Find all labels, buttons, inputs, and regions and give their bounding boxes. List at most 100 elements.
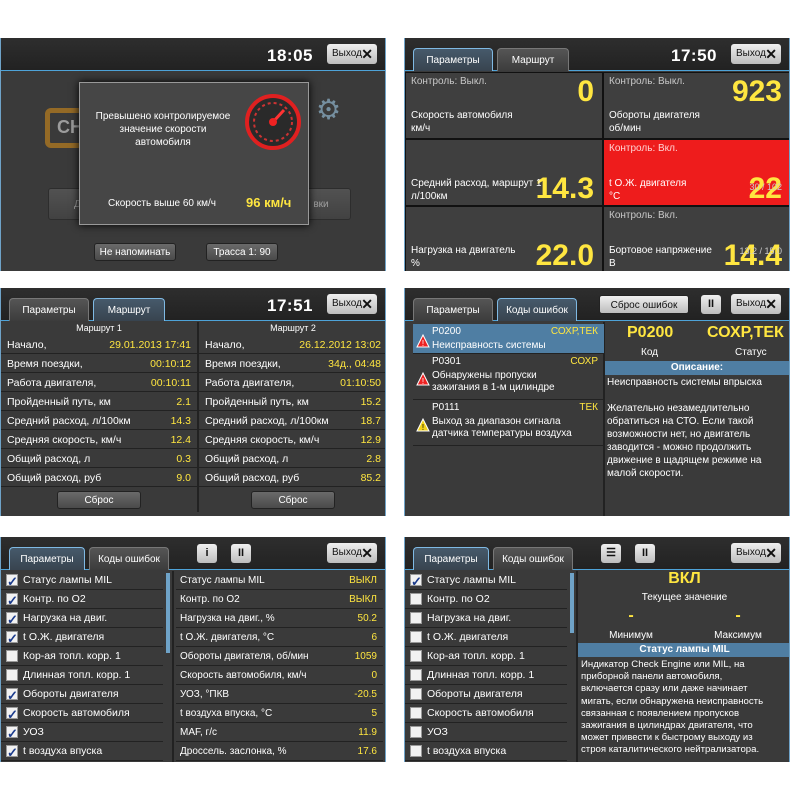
- checkbox[interactable]: ✓: [410, 574, 422, 589]
- current-label: Текущее значение: [641, 592, 728, 603]
- param-checkbox-row[interactable]: ✓ Статус лампы MIL: [405, 571, 567, 590]
- tab-parameters[interactable]: Параметры: [413, 298, 493, 321]
- checkbox[interactable]: ✓: [6, 593, 18, 608]
- param-checkbox-row[interactable]: Длинная топл. корр. 1: [405, 666, 567, 685]
- menu-button[interactable]: ☰: [601, 544, 621, 563]
- tab-parameters[interactable]: Параметры: [9, 298, 89, 321]
- track-button[interactable]: Трасса 1: 90: [206, 243, 278, 261]
- exit-button[interactable]: Выход ✕: [731, 543, 781, 563]
- checkbox[interactable]: ✓: [6, 688, 18, 703]
- checkbox[interactable]: ✓: [6, 726, 18, 741]
- param-checkbox-row[interactable]: Кор-ая топл. корр. 1: [405, 647, 567, 666]
- param-name: MAF, г/с: [180, 727, 217, 738]
- checkbox[interactable]: [410, 650, 422, 662]
- error-row[interactable]: P0301 СОХР! Обнаружены пропуски зажигания в…: [413, 354, 604, 400]
- error-row-selected[interactable]: P0200 СОХР,ТЕК! Неисправность системы: [413, 324, 604, 354]
- checkbox[interactable]: ✓: [6, 612, 18, 627]
- exit-button[interactable]: Выход ✕: [327, 294, 377, 314]
- checkbox[interactable]: [6, 669, 18, 681]
- checkbox[interactable]: [410, 631, 422, 643]
- checkbox[interactable]: [410, 688, 422, 700]
- param-tile[interactable]: 14.3 Средний расход, маршрут 1 л/100км: [405, 139, 603, 206]
- checkbox[interactable]: [410, 745, 422, 757]
- param-checkbox-row[interactable]: ✓ УОЗ: [1, 723, 163, 742]
- tab-error-codes[interactable]: Коды ошибок: [89, 547, 169, 570]
- control-status: Контроль: Вкл.: [609, 143, 678, 154]
- panel-param-detail: Параметры Коды ошибок ☰ II Выход ✕ ✓ Стату…: [404, 537, 790, 762]
- checkbox[interactable]: [410, 726, 422, 738]
- scrollbar[interactable]: [570, 573, 574, 633]
- reset-route1-button[interactable]: Сброс: [57, 491, 141, 509]
- tile-label: Бортовое напряжение: [609, 245, 712, 256]
- close-icon: ✕: [765, 545, 777, 561]
- checkbox[interactable]: ✓: [6, 707, 18, 722]
- param-checkbox-row[interactable]: Скорость автомобиля: [405, 704, 567, 723]
- param-checkbox-row[interactable]: Кор-ая топл. корр. 1: [1, 647, 163, 666]
- param-checkbox-row[interactable]: УОЗ: [405, 723, 567, 742]
- param-name: Статус лампы MIL: [180, 575, 265, 586]
- route-row-label: Пройденный путь, км: [7, 396, 111, 408]
- pause-button[interactable]: II: [701, 295, 721, 314]
- tab-route[interactable]: Маршрут: [497, 48, 569, 71]
- speed-value: 96 км/ч: [246, 195, 292, 210]
- exit-button[interactable]: Выход ✕: [731, 294, 781, 314]
- param-tile[interactable]: Контроль: Вкл. 22 t О.Ж. двигателя °C 30 / 1…: [603, 139, 789, 206]
- exit-button[interactable]: Выход ✕: [327, 543, 377, 563]
- param-checkbox-row[interactable]: Обороты двигателя: [405, 685, 567, 704]
- description-line: малой скорости.: [607, 468, 684, 479]
- scrollbar[interactable]: [166, 573, 170, 653]
- tab-parameters[interactable]: Параметры: [9, 547, 85, 570]
- header: Параметры Коды ошибок i II Выход ✕: [1, 537, 385, 570]
- checkbox[interactable]: [410, 669, 422, 681]
- param-label: Кор-ая топл. корр. 1: [427, 650, 525, 662]
- exit-button[interactable]: Выход ✕: [327, 44, 377, 64]
- reset-route2-button[interactable]: Сброс: [251, 491, 335, 509]
- route-row-value: 12.4: [170, 434, 191, 446]
- reset-errors-button[interactable]: Сброс ошибок: [599, 295, 689, 314]
- checkbox[interactable]: [410, 612, 422, 624]
- alert-message: Превышено контролируемое значение скорос…: [88, 110, 238, 149]
- tab-error-codes[interactable]: Коды ошибок: [493, 547, 573, 570]
- tab-error-codes[interactable]: Коды ошибок: [497, 298, 577, 321]
- param-checkbox-row[interactable]: Контр. по O2: [405, 590, 567, 609]
- tab-route[interactable]: Маршрут: [93, 298, 165, 321]
- param-tile[interactable]: Контроль: Выкл. 0 Скорость автомобиля км/ч: [405, 72, 603, 139]
- param-checkbox-row[interactable]: ✓ Скорость автомобиля: [1, 704, 163, 723]
- route-row-value: 26.12.2012 13:02: [299, 339, 381, 351]
- checkbox[interactable]: ✓: [6, 574, 18, 589]
- param-checkbox-row[interactable]: ✓ t О.Ж. двигателя: [1, 628, 163, 647]
- route-row-value: 00:10:12: [150, 358, 191, 370]
- param-checkbox-row[interactable]: Нагрузка на двиг.: [405, 609, 567, 628]
- param-checkbox-row[interactable]: ✓ Статус лампы MIL: [1, 571, 163, 590]
- checkbox[interactable]: ✓: [6, 631, 18, 646]
- param-checkbox-row[interactable]: ✓ Обороты двигателя: [1, 685, 163, 704]
- tab-parameters[interactable]: Параметры: [413, 48, 493, 71]
- header: 18:05 Выход ✕: [1, 38, 385, 71]
- checkbox[interactable]: ✓: [6, 745, 18, 760]
- tile-unit: об/мин: [609, 123, 642, 134]
- param-checkbox-row[interactable]: ✓ Нагрузка на двиг.: [1, 609, 163, 628]
- route-row-label: Работа двигателя,: [205, 377, 295, 389]
- checkmark-icon: ✓: [411, 574, 422, 589]
- exit-button[interactable]: Выход ✕: [731, 44, 781, 64]
- pause-button[interactable]: II: [231, 544, 251, 563]
- checkbox[interactable]: [6, 650, 18, 662]
- param-description: Индикатор Check Engine или MIL, на прибор…: [581, 659, 763, 757]
- tab-parameters[interactable]: Параметры: [413, 547, 489, 570]
- param-tile[interactable]: 22.0 Нагрузка на двигатель%: [405, 206, 603, 271]
- dont-remind-button[interactable]: Не напоминать: [94, 243, 176, 261]
- pause-button[interactable]: II: [635, 544, 655, 563]
- param-tile[interactable]: Контроль: Выкл. 923 Обороты двигателя об/ми…: [603, 72, 789, 139]
- param-checkbox-row[interactable]: t воздуха впуска: [405, 742, 567, 761]
- param-checkbox-row[interactable]: t О.Ж. двигателя: [405, 628, 567, 647]
- param-checkbox-row[interactable]: ✓ t воздуха впуска: [1, 742, 163, 761]
- info-button[interactable]: i: [197, 544, 217, 563]
- error-status: СОХР,ТЕК: [550, 326, 598, 337]
- checkbox[interactable]: [410, 593, 422, 605]
- error-row[interactable]: P0111 ТЕК! Выход за диапазон сигнала датчик…: [413, 400, 604, 446]
- description-line: обратиться на СТО. Если такой: [607, 416, 754, 427]
- checkbox[interactable]: [410, 707, 422, 719]
- param-checkbox-row[interactable]: ✓ Контр. по O2: [1, 590, 163, 609]
- param-tile[interactable]: Контроль: Вкл. 14.4 Бортовое напряжение В 13…: [603, 206, 789, 271]
- param-checkbox-row[interactable]: Длинная топл. корр. 1: [1, 666, 163, 685]
